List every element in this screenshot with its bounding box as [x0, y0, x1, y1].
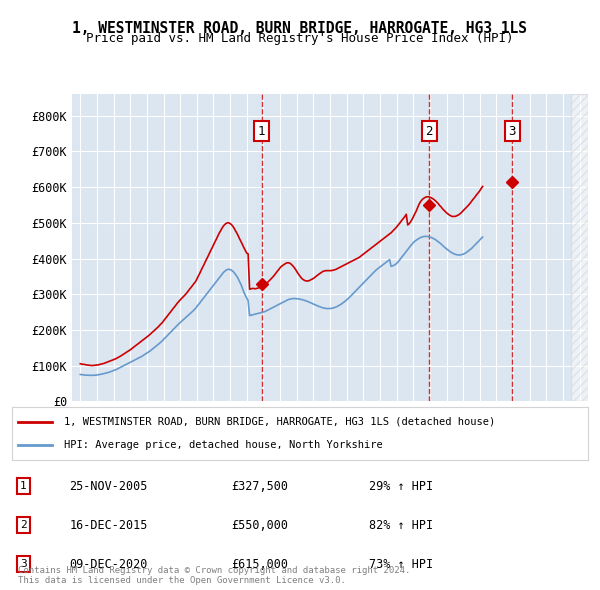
Text: 82% ↑ HPI: 82% ↑ HPI [369, 519, 433, 532]
Text: £615,000: £615,000 [231, 558, 288, 571]
Text: 1: 1 [20, 481, 27, 491]
Text: Price paid vs. HM Land Registry's House Price Index (HPI): Price paid vs. HM Land Registry's House … [86, 32, 514, 45]
Text: 1, WESTMINSTER ROAD, BURN BRIDGE, HARROGATE, HG3 1LS (detached house): 1, WESTMINSTER ROAD, BURN BRIDGE, HARROG… [64, 417, 495, 427]
Text: 73% ↑ HPI: 73% ↑ HPI [369, 558, 433, 571]
Text: 29% ↑ HPI: 29% ↑ HPI [369, 480, 433, 493]
Text: Contains HM Land Registry data © Crown copyright and database right 2024.
This d: Contains HM Land Registry data © Crown c… [18, 566, 410, 585]
Text: 3: 3 [508, 124, 516, 137]
Text: 2: 2 [425, 124, 433, 137]
Text: 16-DEC-2015: 16-DEC-2015 [70, 519, 148, 532]
Text: 3: 3 [20, 559, 27, 569]
Text: 2: 2 [20, 520, 27, 530]
Text: 09-DEC-2020: 09-DEC-2020 [70, 558, 148, 571]
Text: 1, WESTMINSTER ROAD, BURN BRIDGE, HARROGATE, HG3 1LS: 1, WESTMINSTER ROAD, BURN BRIDGE, HARROG… [73, 21, 527, 35]
Text: £327,500: £327,500 [231, 480, 288, 493]
Text: 25-NOV-2005: 25-NOV-2005 [70, 480, 148, 493]
Text: 1: 1 [258, 124, 266, 137]
Text: HPI: Average price, detached house, North Yorkshire: HPI: Average price, detached house, Nort… [64, 440, 383, 450]
Text: £550,000: £550,000 [231, 519, 288, 532]
